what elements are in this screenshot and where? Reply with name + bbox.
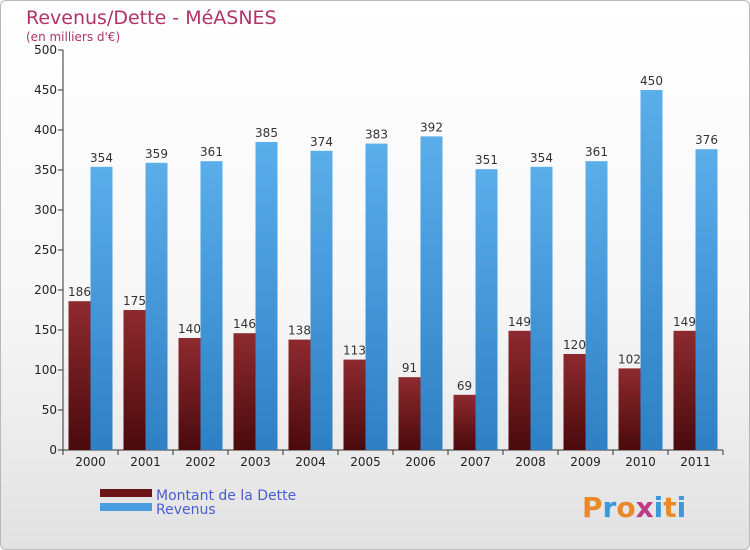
debt-bar — [563, 354, 586, 450]
x-tick-label: 2008 — [515, 455, 546, 469]
debt-bar-label: 149 — [508, 315, 531, 329]
debt-bar-label: 102 — [618, 352, 641, 366]
x-tick-label: 2003 — [240, 455, 271, 469]
y-tick-label: 300 — [34, 203, 57, 217]
revenue-bar — [585, 161, 608, 450]
revenue-bar-label: 361 — [200, 145, 223, 159]
revenue-bar — [530, 166, 553, 451]
bars: 186 354 175 359 140 361 146 385 138 374 113 383 91 39… — [68, 74, 718, 451]
debt-bar — [673, 330, 696, 450]
revenue-bar-label: 374 — [310, 135, 333, 149]
debt-bar-label: 69 — [457, 379, 472, 393]
revenue-bar-label: 351 — [475, 153, 498, 167]
revenue-bar — [200, 161, 223, 450]
y-tick-label: 250 — [34, 243, 57, 257]
revenue-bar-label: 354 — [530, 151, 553, 165]
x-tick-label: 2010 — [625, 455, 656, 469]
debt-bar — [453, 394, 476, 450]
x-tick-label: 2005 — [350, 455, 381, 469]
x-tick-label: 2007 — [460, 455, 491, 469]
debt-bar — [288, 339, 311, 450]
debt-bar-label: 149 — [673, 315, 696, 329]
revenue-bar — [420, 136, 443, 450]
y-tick-label: 400 — [34, 123, 57, 137]
y-tick-label: 500 — [34, 43, 57, 57]
debt-bar-label: 175 — [123, 294, 146, 308]
legend-swatch — [100, 489, 152, 497]
revenue-bar-label: 376 — [695, 133, 718, 147]
debt-bar — [343, 359, 366, 450]
revenue-bar — [475, 169, 498, 450]
y-tick-label: 350 — [34, 163, 57, 177]
revenue-bar — [640, 90, 663, 450]
revenue-bar-label: 359 — [145, 147, 168, 161]
x-tick-label: 2011 — [680, 455, 711, 469]
debt-bar-label: 120 — [563, 338, 586, 352]
revenue-bar-label: 392 — [420, 120, 443, 134]
debt-bar-label: 146 — [233, 317, 256, 331]
x-tick-label: 2006 — [405, 455, 436, 469]
legend-label: Montant de la Dette — [156, 488, 296, 504]
debt-bar-label: 138 — [288, 324, 311, 338]
x-tick-label: 2009 — [570, 455, 601, 469]
debt-bar — [398, 377, 421, 450]
revenue-bar-label: 450 — [640, 74, 663, 88]
x-tick-label: 2002 — [185, 455, 216, 469]
y-tick-label: 100 — [34, 363, 57, 377]
debt-bar-label: 140 — [178, 322, 201, 336]
axes: 0 50 100 150 200 250 300 350 400 450 500 2000 2001 20… — [34, 43, 724, 469]
revenue-bar-label: 383 — [365, 128, 388, 142]
revenue-bar — [255, 142, 278, 450]
chart-title: Revenus/Dette - MéASNES — [26, 7, 277, 29]
revenue-bar-label: 385 — [255, 126, 278, 140]
debt-bar-label: 186 — [68, 285, 91, 299]
y-tick-label: 150 — [34, 323, 57, 337]
revenue-bar-label: 354 — [90, 151, 113, 165]
x-tick-label: 2000 — [75, 455, 106, 469]
x-tick-label: 2001 — [130, 455, 161, 469]
revenue-bar — [365, 143, 388, 450]
debt-bar — [178, 338, 201, 450]
debt-bar — [68, 301, 91, 450]
revenue-bar-label: 361 — [585, 145, 608, 159]
logo-text: Proxiti — [582, 491, 686, 524]
y-tick-label: 0 — [49, 443, 57, 457]
proxiti-logo: Proxiti — [582, 491, 686, 524]
legend-label: Revenus — [156, 502, 216, 518]
revenue-bar — [310, 150, 333, 451]
y-tick-label: 200 — [34, 283, 57, 297]
revenue-bar — [145, 162, 168, 451]
debt-bar — [123, 310, 146, 450]
debt-bar-label: 91 — [402, 361, 417, 375]
debt-bar — [618, 368, 641, 450]
y-tick-label: 450 — [34, 83, 57, 97]
legend-swatch — [100, 503, 152, 511]
chart-subtitle: (en milliers d'€) — [26, 30, 120, 44]
revenue-bar — [90, 166, 113, 451]
debt-bar — [508, 330, 531, 450]
y-tick-label: 50 — [42, 403, 57, 417]
revenue-bar — [695, 149, 718, 450]
x-tick-label: 2004 — [295, 455, 326, 469]
debt-bar-label: 113 — [343, 344, 366, 358]
debt-bar — [233, 333, 256, 450]
